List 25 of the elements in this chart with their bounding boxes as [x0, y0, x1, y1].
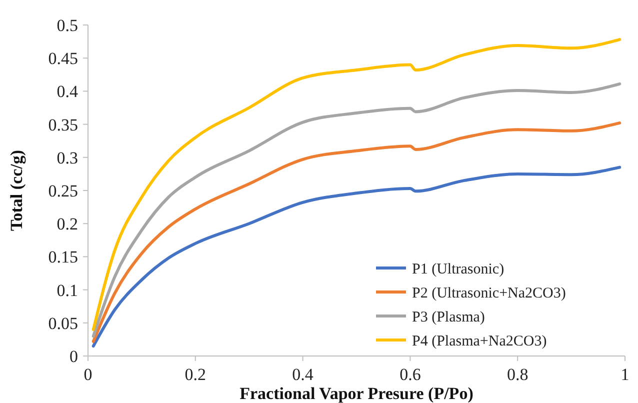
y-tick-label: 0.05 [48, 314, 78, 333]
y-tick-label: 0.5 [56, 16, 78, 35]
y-tick-label: 0.3 [56, 148, 78, 168]
x-tick-label: 1 [620, 365, 630, 384]
y-tick-label: 0.4 [56, 82, 78, 102]
legend-label: P3 (Plasma) [412, 309, 485, 326]
x-tick-label: 0.2 [184, 365, 206, 384]
y-tick-label: 0.25 [48, 181, 78, 200]
x-tick-label: 0.6 [400, 365, 421, 384]
y-tick-label: 0.15 [48, 248, 78, 267]
legend-label: P2 (Ultrasonic+Na2CO3) [412, 285, 566, 302]
y-tick-label: 0.35 [48, 115, 78, 134]
x-axis-title: Fractional Vapor Presure (P/Po) [240, 384, 474, 403]
x-tick-label: 0.4 [292, 365, 314, 384]
line-series [92, 166, 622, 348]
y-tick-label: 0.2 [56, 214, 78, 234]
y-tick-label: 0.1 [56, 280, 78, 300]
x-tick-label: 0.8 [506, 365, 528, 384]
x-tick-label: 0 [84, 365, 92, 384]
legend-label: P4 (Plasma+Na2CO3) [412, 333, 547, 350]
y-tick-label: 0.45 [48, 49, 78, 68]
y-tick-label: 0 [70, 346, 78, 366]
y-axis-title: Total (cc/g) [7, 150, 26, 232]
legend-label: P1 (Ultrasonic) [412, 261, 504, 278]
line-series [92, 38, 622, 332]
